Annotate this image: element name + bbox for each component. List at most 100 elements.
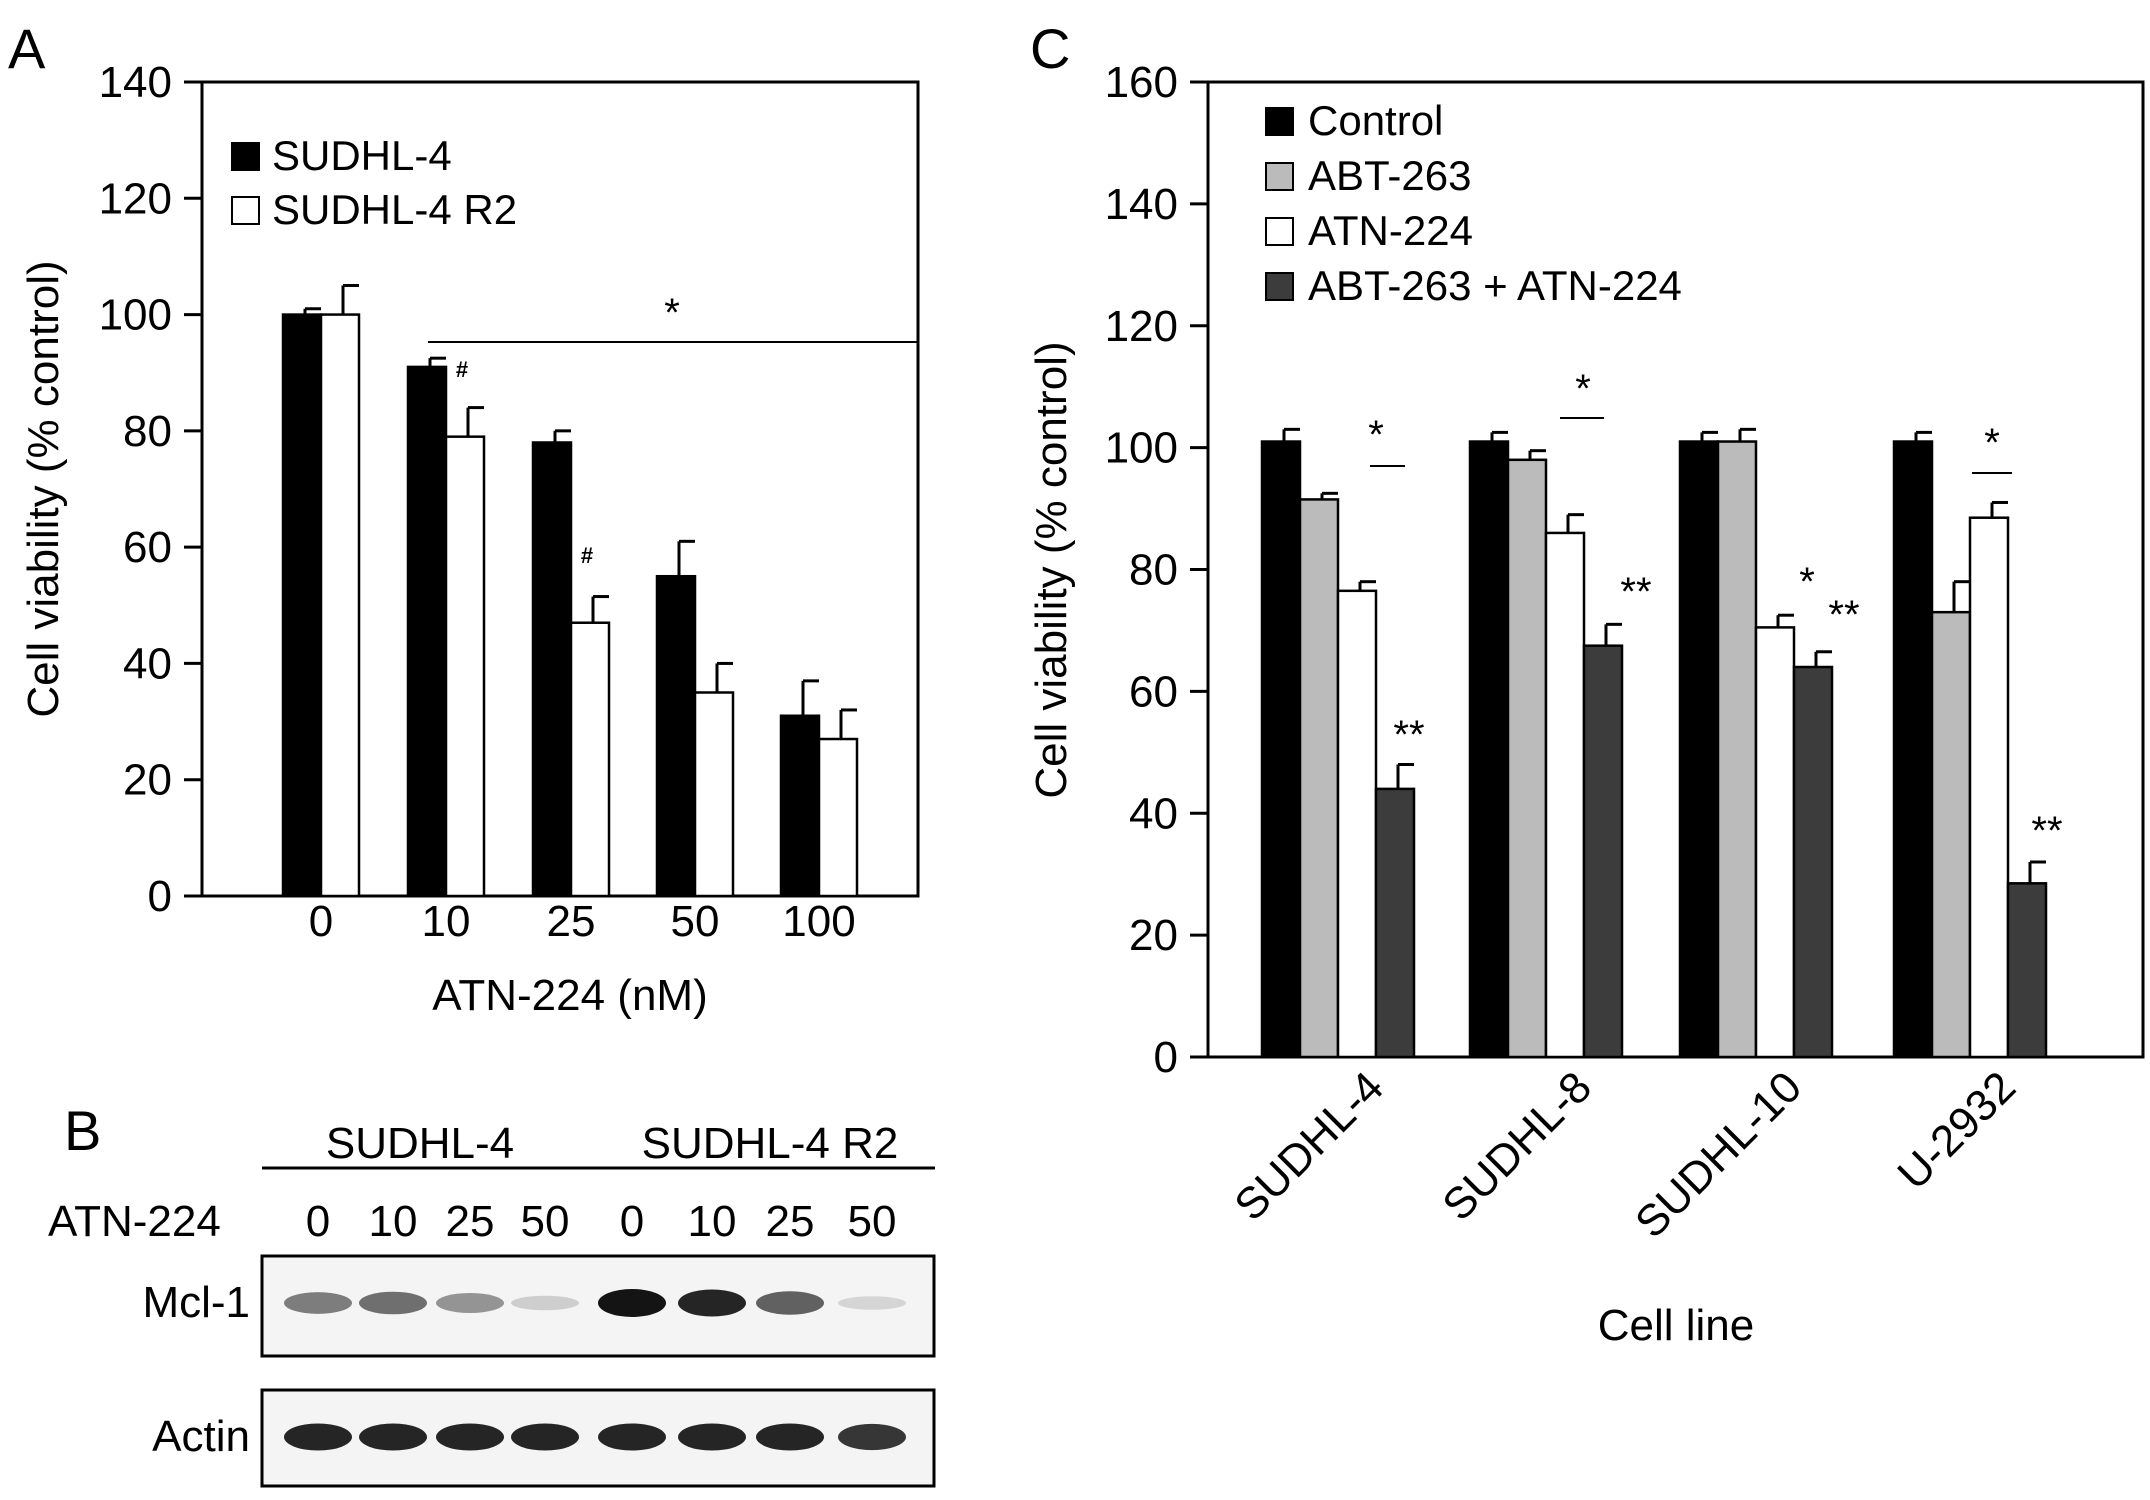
panel-c-star-sudhl10: * [1799,560,1815,604]
panel-a-bars [281,284,859,898]
panel-a-chart: A 0 20 40 60 80 100 120 140 0 10 25 50 100 Cell via… [8,17,920,1020]
panel-a-x-axis-title: ATN-224 (nM) [432,971,707,1020]
bar-atn-224 [1968,516,2010,1059]
panel-c-y-axis: 0 20 40 60 80 100 120 140 160 [1105,58,1208,1082]
panel-c-y-axis-title: Cell viability (% control) [1027,341,1076,798]
legend-swatch-abt-263-atn-224 [1265,272,1294,301]
panel-c-legend: Control ABT-263 ATN-224 ABT-263 + ATN-224 [1265,97,1682,309]
y-tick-label: 0 [1154,1033,1178,1082]
panel-c-star-sudhl4: * [1368,413,1384,457]
y-tick-label: 0 [148,872,172,921]
blot-band-actin [598,1423,666,1451]
legend-label-sudhl4-r2: SUDHL-4 R2 [272,186,517,233]
blot-band-mcl-1 [284,1292,352,1314]
y-tick-label: 40 [1129,789,1178,838]
panel-c-dstar-sudhl10: ** [1828,593,1859,637]
blot-band-mcl-1 [678,1289,746,1317]
panel-b-western-blot: B SUDHL-4 SUDHL-4 R2 ATN-224 0 10 25 50 0 10 2… [48,1099,936,1488]
blot-dose-label: 10 [369,1197,418,1246]
bar-abt-263-atn-224 [2006,882,2048,1059]
y-tick-label: 20 [1129,911,1178,960]
blot-dose-label: 50 [848,1197,897,1246]
blot-dose-label: 50 [521,1197,570,1246]
y-tick-label: 120 [1105,302,1178,351]
blot-group-label-sudhl4-r2: SUDHL-4 R2 [642,1119,899,1168]
blot-band-mcl-1 [756,1291,824,1315]
x-tick-label: 100 [782,897,855,946]
panel-a-letter: A [8,17,46,80]
bar-sudhl-4-r2 [817,737,859,898]
blot-band-mcl-1 [359,1291,427,1315]
bar-abt-263 [1506,458,1548,1059]
blot-dose-row-label: ATN-224 [48,1197,221,1246]
panel-c-chart: C 0 20 40 60 80 100 120 140 160 SUDHL-4 SUDHL-8 SU… [1027,17,2145,1350]
y-tick-label: 120 [99,174,172,223]
bar-abt-263 [1298,498,1340,1059]
bar-control [1260,440,1302,1059]
y-tick-label: 100 [99,291,172,340]
panel-c-letter: C [1030,17,1070,80]
y-tick-label: 80 [1129,546,1178,595]
panel-c-dstar-sudhl8: ** [1620,570,1651,614]
panel-c-star-u2932: * [1984,421,2000,465]
y-tick-label: 100 [1105,424,1178,473]
blot-label-mcl-1: Mcl-1 [142,1278,250,1327]
y-tick-label: 60 [1129,667,1178,716]
blot-dose-label: 25 [446,1197,495,1246]
panel-a-legend: SUDHL-4 SUDHL-4 R2 [231,132,517,233]
bar-sudhl-4 [281,313,323,898]
y-tick-label: 160 [1105,58,1178,107]
legend-label-atn-224: ATN-224 [1308,207,1473,254]
bar-sudhl-4-r2 [319,313,361,898]
x-tick-label: 10 [422,897,471,946]
panel-c-dstar-u2932: ** [2031,809,2062,853]
y-tick-label: 40 [123,639,172,688]
bar-abt-263 [1716,440,1758,1059]
x-tick-label: SUDHL-8 [1433,1062,1601,1230]
bar-abt-263 [1930,610,1972,1059]
panel-c-x-axis: SUDHL-4 SUDHL-8 SUDHL-10 U-2932 [1225,1062,2025,1247]
x-tick-label: SUDHL-10 [1626,1062,1811,1247]
blot-band-actin [284,1423,352,1451]
x-tick-label: 0 [309,897,333,946]
bar-sudhl-4-r2 [693,691,735,898]
panel-a-y-axis: 0 20 40 60 80 100 120 140 [99,58,202,921]
legend-label-abt-263-atn-224: ABT-263 + ATN-224 [1308,262,1682,309]
panel-c-star-sudhl8: * [1575,367,1591,411]
y-tick-label: 140 [1105,180,1178,229]
panel-a-x-axis: 0 10 25 50 100 [309,897,856,946]
blot-band-mcl-1 [838,1296,906,1310]
blot-label-actin: Actin [152,1412,250,1461]
blot-band-actin [436,1423,504,1451]
x-tick-label: SUDHL-4 [1225,1062,1393,1230]
legend-swatch-control [1265,107,1294,136]
bar-abt-263-atn-224 [1374,787,1416,1059]
panel-a-hash-25nm: # [581,543,593,568]
bar-atn-224 [1336,589,1378,1059]
blot-strips: Mcl-1 Actin [142,1254,936,1488]
legend-swatch-abt-263 [1265,162,1294,191]
blot-dose-label: 25 [766,1197,815,1246]
bar-control [1892,440,1934,1059]
bar-sudhl-4-r2 [444,435,486,898]
x-tick-label: 50 [671,897,720,946]
y-tick-label: 140 [99,58,172,107]
bar-sudhl-4 [655,574,697,898]
blot-group-label-sudhl4: SUDHL-4 [326,1119,514,1168]
blot-band-mcl-1 [436,1293,504,1313]
legend-label-sudhl4: SUDHL-4 [272,132,452,179]
legend-swatch-atn-224 [1265,217,1294,246]
x-tick-label: U-2932 [1888,1062,2025,1199]
bar-atn-224 [1544,531,1586,1059]
panel-a-hash-10nm: # [456,357,468,382]
blot-dose-label: 0 [620,1197,644,1246]
panel-b-letter: B [64,1099,101,1162]
legend-swatch-sudhl4-r2 [231,196,260,225]
panel-c-dstar-sudhl4: ** [1393,713,1424,757]
y-tick-label: 20 [123,756,172,805]
bar-sudhl-4-r2 [569,621,611,898]
y-tick-label: 60 [123,523,172,572]
blot-dose-label: 10 [688,1197,737,1246]
legend-label-control: Control [1308,97,1443,144]
